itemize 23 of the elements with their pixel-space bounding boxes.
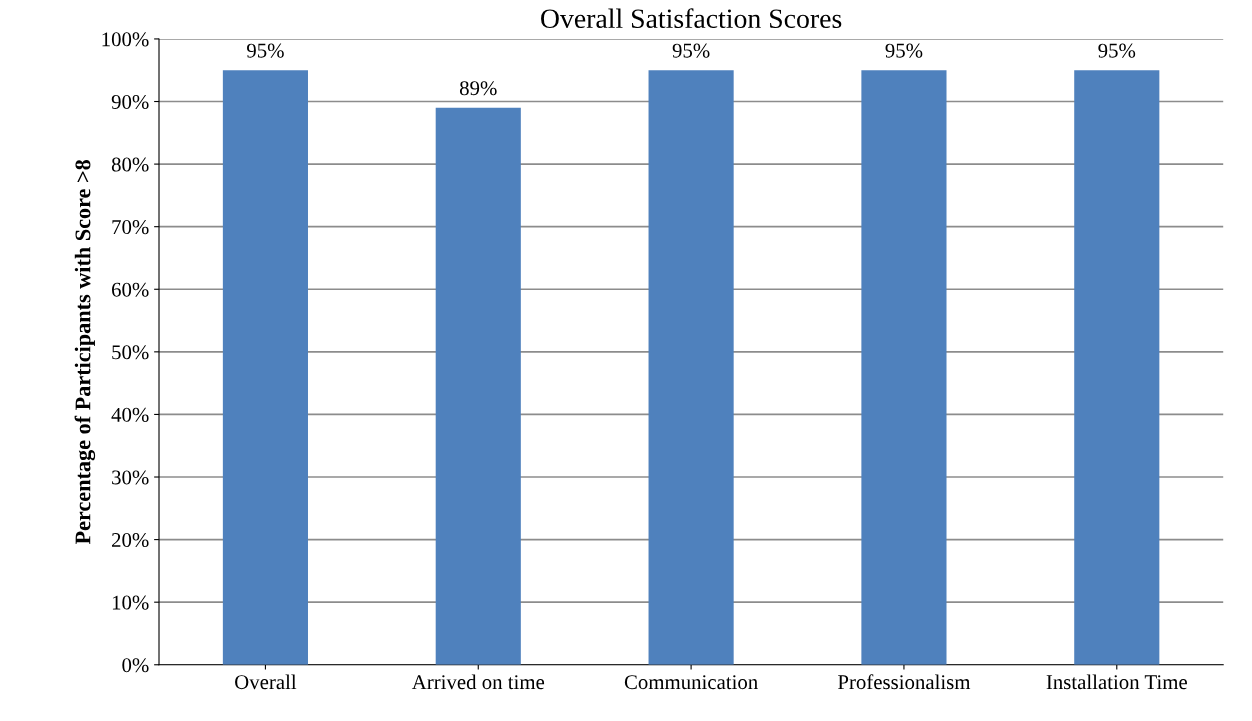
x-tick-label: Overall <box>235 674 297 690</box>
x-tick-label: Arrived on time <box>411 674 545 690</box>
y-tick-label: 10% <box>112 595 149 610</box>
y-tick-label: 90% <box>111 94 149 110</box>
y-tick-label: 70% <box>112 220 149 235</box>
data-label: 95% <box>672 43 710 58</box>
y-tick-label: 40% <box>111 407 149 422</box>
data-label: 95% <box>247 43 284 58</box>
y-tick-label: 30% <box>112 470 149 485</box>
y-axis-title: Percentage of Participants with Score >8 <box>74 159 96 545</box>
data-label: 89% <box>459 81 497 96</box>
chart-title: Overall Satisfaction Scores <box>541 8 842 29</box>
x-tick-label: Installation Time <box>1046 674 1187 690</box>
x-tick-label: Communication <box>624 675 758 690</box>
y-tick-label: 50% <box>112 345 149 360</box>
y-tick-label: 100% <box>102 32 149 47</box>
y-tick-label: 80% <box>111 157 149 172</box>
y-tick-label: 60% <box>111 282 149 297</box>
y-tick-label: 0% <box>122 658 149 673</box>
data-label: 95% <box>885 43 923 58</box>
y-tick-label: 20% <box>112 532 149 548</box>
data-label: 95% <box>1098 43 1136 58</box>
x-tick-label: Professionalism <box>837 674 971 690</box>
